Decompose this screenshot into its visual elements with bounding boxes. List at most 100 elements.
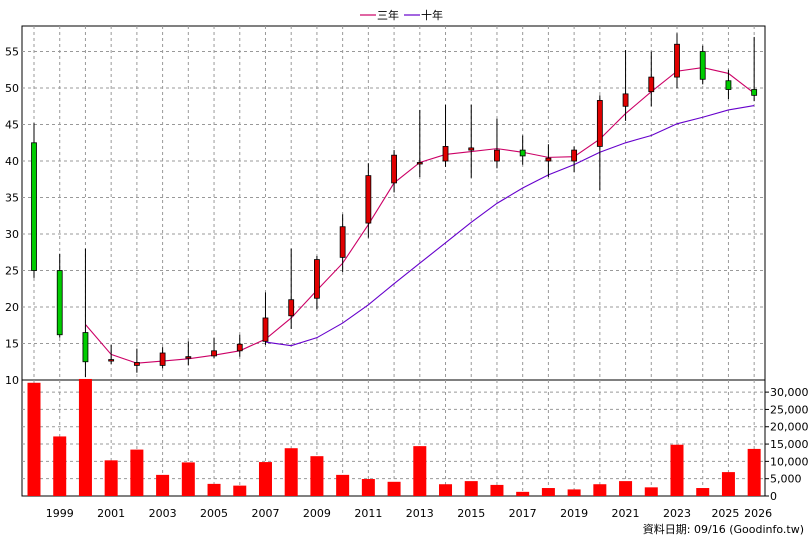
candlesticks xyxy=(31,33,758,378)
x-tick-label: 1999 xyxy=(46,507,74,520)
candle xyxy=(545,144,552,178)
volume-bar xyxy=(130,449,144,496)
candle-body-up xyxy=(468,147,475,151)
candle-body-down xyxy=(519,149,526,157)
price-y-tick-label: 40 xyxy=(5,155,19,168)
candle xyxy=(674,33,680,89)
volume-bar xyxy=(258,462,272,496)
volume-bar xyxy=(387,481,401,496)
series-line-10y xyxy=(265,105,755,347)
price-y-tick-label: 25 xyxy=(5,265,19,278)
price-y-tick-label: 10 xyxy=(5,374,19,387)
candle xyxy=(262,292,269,345)
candle xyxy=(288,248,295,329)
volume-bar xyxy=(541,488,555,496)
candle xyxy=(314,255,320,310)
x-tick-label: 2003 xyxy=(149,507,177,520)
candle-body-down xyxy=(725,80,732,90)
volume-y-tick-label: 5,000 xyxy=(770,473,802,486)
candle xyxy=(391,150,397,193)
volume-bar xyxy=(619,481,633,496)
candle-body-up xyxy=(442,146,449,162)
volume-bar xyxy=(27,382,41,496)
volume-bar xyxy=(644,487,658,496)
candle-body-down xyxy=(31,142,37,271)
x-tick-label: 2009 xyxy=(303,507,331,520)
candle xyxy=(416,109,423,178)
candle xyxy=(699,45,706,85)
legend-label-10y: 十年 xyxy=(421,8,443,22)
candle xyxy=(159,347,166,369)
candle xyxy=(339,214,346,272)
x-tick-label: 2025 xyxy=(711,507,739,520)
candle xyxy=(751,36,758,102)
volume-bar xyxy=(53,436,67,496)
volume-bar xyxy=(670,444,684,496)
volume-bar xyxy=(567,489,581,496)
candle xyxy=(442,104,449,167)
candle xyxy=(596,95,603,191)
volume-bar xyxy=(181,462,195,496)
x-tick-label: 2021 xyxy=(612,507,640,520)
candle-body-down xyxy=(82,332,89,363)
x-tick-label: 2017 xyxy=(509,507,537,520)
candle-body-up xyxy=(622,93,629,107)
candle-body-up xyxy=(314,259,320,299)
volume-y-tick-label: 10,000 xyxy=(770,455,808,468)
candle-body-down xyxy=(751,89,758,96)
candle xyxy=(211,337,217,359)
candle-body-up xyxy=(236,343,243,352)
volume-bar xyxy=(439,484,453,496)
candle-body-up xyxy=(288,299,295,317)
x-tick-label: 2013 xyxy=(406,507,434,520)
candle-body-up xyxy=(108,359,115,362)
candle-body-up xyxy=(648,76,655,93)
data-source-footer: 資料日期: 09/16 (Goodinfo.tw) xyxy=(643,522,804,536)
price-y-tick-label: 55 xyxy=(5,46,19,59)
candle-body-up xyxy=(159,352,166,366)
price-y-tick-label: 35 xyxy=(5,192,19,205)
x-tick-label: 2007 xyxy=(251,507,279,520)
volume-bars xyxy=(27,378,761,496)
candle xyxy=(468,104,475,178)
x-tick-label: 2011 xyxy=(354,507,382,520)
price-y-tick-label: 20 xyxy=(5,301,19,314)
volume-bar xyxy=(207,483,221,496)
candle-body-down xyxy=(56,270,63,336)
price-plot-frame xyxy=(21,25,766,381)
volume-y-axis: 0 5,000 10,000 15,000 20,000 25,000 30,000 xyxy=(765,386,808,503)
candle xyxy=(648,51,655,107)
volume-bar xyxy=(156,474,170,496)
candle xyxy=(571,146,578,172)
x-tick-label: 2001 xyxy=(97,507,125,520)
volume-y-tick-label: 20,000 xyxy=(770,421,808,434)
volume-panel: 0 5,000 10,000 15,000 20,000 25,000 30,000 199… xyxy=(21,378,808,520)
volume-y-tick-label: 25,000 xyxy=(770,403,808,416)
price-y-tick-label: 45 xyxy=(5,119,19,132)
volume-bar xyxy=(516,491,530,496)
candle xyxy=(185,341,192,366)
candle xyxy=(365,163,372,238)
candle-body-up xyxy=(391,154,397,184)
volume-bar xyxy=(413,446,427,496)
volume-bar xyxy=(490,484,504,496)
volume-bar xyxy=(284,448,298,496)
candle xyxy=(622,50,629,121)
candle xyxy=(31,123,37,278)
volume-bar xyxy=(361,479,375,496)
volume-plot-frame xyxy=(21,379,766,497)
volume-bar xyxy=(696,488,710,496)
price-y-tick-label: 30 xyxy=(5,228,19,241)
candle xyxy=(725,69,732,99)
candle xyxy=(82,248,89,378)
volume-bar xyxy=(310,456,324,496)
volume-bar xyxy=(233,485,247,496)
legend: 三年 十年 xyxy=(360,8,443,22)
candle-body-up xyxy=(416,162,423,165)
candle-body-up xyxy=(596,100,603,147)
legend-label-3y: 三年 xyxy=(377,8,399,22)
candle xyxy=(133,348,140,373)
volume-bar xyxy=(336,474,350,496)
price-y-axis: 10 15 20 25 30 35 40 45 50 55 xyxy=(5,46,19,387)
